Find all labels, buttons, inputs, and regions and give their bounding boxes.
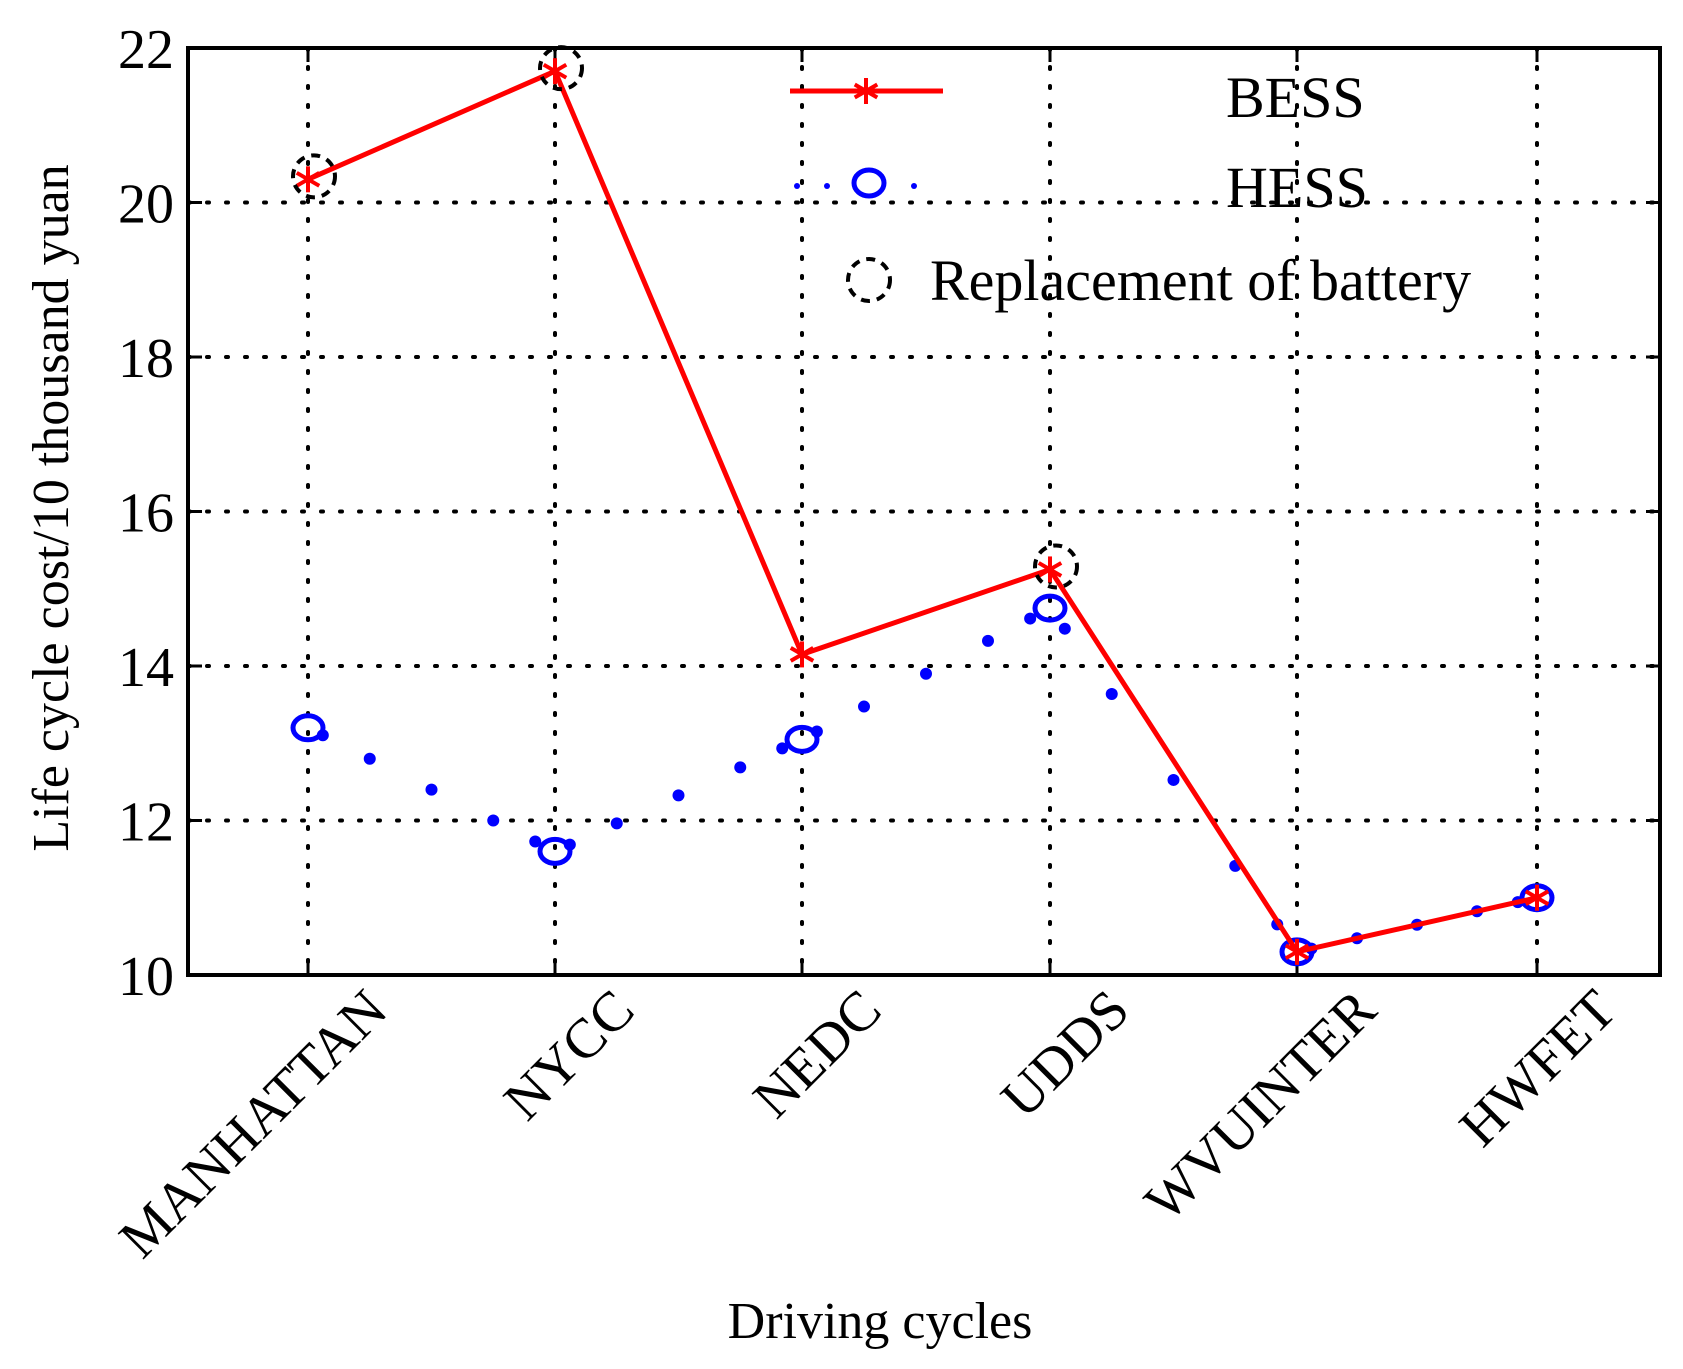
x-tick-label: WVUINTER	[1133, 978, 1388, 1233]
hess-line-dot	[734, 761, 747, 774]
bess-point-wvuinter	[1284, 938, 1310, 965]
legend-hess-label: HESS	[1226, 155, 1368, 220]
hess-line-dot	[1024, 612, 1037, 625]
annotations	[291, 45, 1079, 590]
bess-line	[306, 67, 1538, 955]
hess-line-dot	[529, 835, 542, 848]
legend-replacement-label: Replacement of battery	[930, 248, 1471, 313]
legend-hess-marker	[851, 167, 887, 199]
legend-hess-dot	[824, 183, 830, 189]
hess-line-dot	[1105, 688, 1118, 701]
hess-line-dot	[982, 634, 994, 647]
x-tick-label: NEDC	[742, 978, 894, 1130]
replacement-marker-nycc	[538, 45, 584, 92]
hess-line-dot	[425, 783, 438, 796]
x-tick-label: NYCC	[492, 978, 646, 1132]
hess-point-manhattan	[290, 713, 326, 743]
hess-line-dot	[776, 742, 789, 755]
legend-hess-dot	[911, 183, 917, 189]
y-tick-label: 12	[118, 792, 174, 854]
hess-point-nycc	[537, 836, 573, 866]
x-tick-label: MANHATTAN	[108, 978, 399, 1269]
bess-point-hwfet	[1524, 884, 1550, 911]
legend-bess-marker	[853, 78, 879, 104]
hess-line-dot	[920, 667, 932, 680]
y-axis: 10 12 14 16 18 20 22	[118, 19, 1660, 1008]
hess-point-udds	[1032, 593, 1068, 623]
replacement-marker-manhattan	[291, 153, 337, 200]
y-tick-label: 14	[118, 637, 174, 699]
bess-point-manhattan	[295, 166, 321, 193]
asterisk-stroke	[1524, 889, 1550, 906]
x-tick-label: HWFET	[1448, 978, 1628, 1158]
y-tick-label: 18	[118, 328, 174, 390]
y-tick-label: 20	[118, 174, 174, 236]
asterisk-stroke	[1284, 943, 1310, 961]
plot-area-frame	[186, 46, 1662, 977]
y-tick-label: 22	[118, 19, 174, 81]
asterisk-stroke	[542, 62, 568, 80]
asterisk-stroke	[853, 82, 879, 100]
bess-point-udds	[1037, 556, 1063, 583]
hess-line-dot	[487, 814, 500, 827]
x-axis-label: Driving cycles	[728, 1293, 1033, 1350]
series	[290, 58, 1555, 967]
x-tick-label: UDDS	[990, 978, 1142, 1130]
legend-hess-dot	[794, 183, 800, 189]
legend: BESS HESS Replacement of battery	[790, 65, 1471, 313]
bess-point-nedc	[789, 641, 815, 668]
hess-line-dot	[363, 752, 376, 765]
hess-line-dot	[672, 789, 685, 802]
asterisk-stroke	[295, 171, 321, 188]
hess-line-dot	[610, 817, 623, 830]
replacement-marker-udds	[1033, 543, 1079, 590]
grid	[186, 46, 1662, 977]
legend-bess-label: BESS	[1226, 65, 1365, 130]
asterisk-stroke	[1037, 561, 1063, 578]
y-axis-label: Life cycle cost/10 thousand yuan	[23, 164, 80, 851]
y-tick-label: 10	[118, 946, 174, 1008]
bess-point-nycc	[542, 58, 568, 85]
hess-line-dot	[1058, 622, 1071, 635]
y-tick-label: 16	[118, 483, 174, 545]
legend-replacement-marker	[846, 257, 892, 303]
hess-line-dot	[858, 700, 870, 713]
hess-line-dot	[1167, 773, 1180, 786]
hess-point-nedc	[784, 724, 820, 754]
asterisk-stroke	[789, 646, 815, 663]
